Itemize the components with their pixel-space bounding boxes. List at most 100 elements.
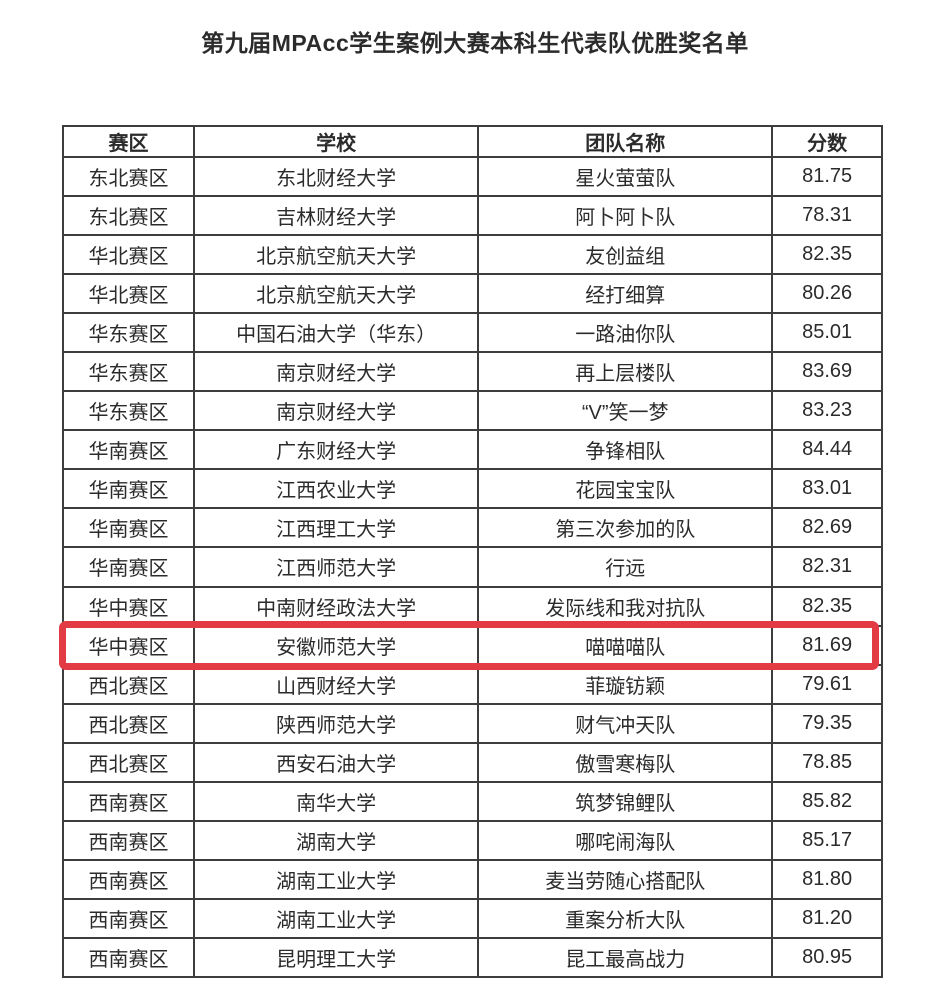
table-row: 华中赛区 中南财经政法大学 发际线和我对抗队 82.35 xyxy=(61,585,883,627)
team-cell: 财气冲天队 xyxy=(477,702,774,744)
region-cell: 华中赛区 xyxy=(61,585,196,627)
region-cell: 西南赛区 xyxy=(61,936,196,979)
region-cell: 华南赛区 xyxy=(61,546,196,588)
table-row: 华东赛区 中国石油大学（华东） 一路油你队 85.01 xyxy=(61,312,883,354)
team-cell: 重案分析大队 xyxy=(477,897,774,939)
school-cell: 江西农业大学 xyxy=(193,468,480,510)
score-cell: 82.31 xyxy=(771,546,883,588)
region-cell: 华南赛区 xyxy=(61,468,196,510)
score-cell: 85.01 xyxy=(771,312,883,354)
table-row: 西北赛区 西安石油大学 傲雪寒梅队 78.85 xyxy=(61,741,883,783)
team-cell: 昆工最高战力 xyxy=(477,936,774,979)
team-cell: 菲璇钫颖 xyxy=(477,663,774,705)
region-cell: 华东赛区 xyxy=(61,390,196,432)
school-cell: 广东财经大学 xyxy=(193,429,480,471)
score-cell: 81.20 xyxy=(771,897,883,939)
school-cell: 江西师范大学 xyxy=(193,546,480,588)
score-cell: 82.35 xyxy=(771,585,883,627)
table-row: 华北赛区 北京航空航天大学 经打细算 80.26 xyxy=(61,273,883,315)
team-cell: 花园宝宝队 xyxy=(477,468,774,510)
team-cell: 阿卜阿卜队 xyxy=(477,195,774,237)
table-row: 西南赛区 南华大学 筑梦锦鲤队 85.82 xyxy=(61,780,883,822)
team-cell: 一路油你队 xyxy=(477,312,774,354)
table-row: 华中赛区 安徽师范大学 喵喵喵队 81.69 xyxy=(61,624,883,666)
region-cell: 东北赛区 xyxy=(61,195,196,237)
table-row: 华南赛区 江西农业大学 花园宝宝队 83.01 xyxy=(61,468,883,510)
school-cell: 昆明理工大学 xyxy=(193,936,480,979)
region-cell: 西南赛区 xyxy=(61,819,196,861)
school-cell: 山西财经大学 xyxy=(193,663,480,705)
team-cell: 哪咤闹海队 xyxy=(477,819,774,861)
score-cell: 83.23 xyxy=(771,390,883,432)
school-cell: 吉林财经大学 xyxy=(193,195,480,237)
score-cell: 83.01 xyxy=(771,468,883,510)
team-cell: 再上层楼队 xyxy=(477,351,774,393)
table-row: 西南赛区 湖南大学 哪咤闹海队 85.17 xyxy=(61,819,883,861)
header-score: 分数 xyxy=(771,125,883,158)
score-cell: 80.95 xyxy=(771,936,883,979)
score-cell: 81.75 xyxy=(771,155,883,198)
score-cell: 82.35 xyxy=(771,234,883,276)
school-cell: 湖南工业大学 xyxy=(193,897,480,939)
region-cell: 西南赛区 xyxy=(61,897,196,939)
table-row: 华南赛区 广东财经大学 争锋相队 84.44 xyxy=(61,429,883,471)
page-title: 第九届MPAcc学生案例大赛本科生代表队优胜奖名单 xyxy=(201,30,749,56)
region-cell: 西南赛区 xyxy=(61,780,196,822)
region-cell: 华南赛区 xyxy=(61,429,196,471)
score-cell: 78.31 xyxy=(771,195,883,237)
team-cell: 争锋相队 xyxy=(477,429,774,471)
header-team: 团队名称 xyxy=(477,125,774,158)
table-wrap: 赛区 学校 团队名称 分数 东北赛区 东北财经大学 星火萤萤队 81.75 东北赛区 吉林… xyxy=(59,125,883,979)
table-row: 东北赛区 吉林财经大学 阿卜阿卜队 78.31 xyxy=(61,195,883,237)
school-cell: 湖南工业大学 xyxy=(193,858,480,900)
table-body: 东北赛区 东北财经大学 星火萤萤队 81.75 东北赛区 吉林财经大学 阿卜阿卜队 78.31… xyxy=(61,155,883,979)
score-cell: 85.82 xyxy=(771,780,883,822)
school-cell: 中南财经政法大学 xyxy=(193,585,480,627)
results-table: 赛区 学校 团队名称 分数 东北赛区 东北财经大学 星火萤萤队 81.75 东北赛区 吉林… xyxy=(61,125,883,979)
school-cell: 江西理工大学 xyxy=(193,507,480,549)
school-cell: 西安石油大学 xyxy=(193,741,480,783)
school-cell: 北京航空航天大学 xyxy=(193,273,480,315)
team-cell: 第三次参加的队 xyxy=(477,507,774,549)
region-cell: 华北赛区 xyxy=(61,234,196,276)
school-cell: 南华大学 xyxy=(193,780,480,822)
region-cell: 华南赛区 xyxy=(61,507,196,549)
team-cell: 筑梦锦鲤队 xyxy=(477,780,774,822)
region-cell: 华北赛区 xyxy=(61,273,196,315)
team-cell: 傲雪寒梅队 xyxy=(477,741,774,783)
school-cell: 北京航空航天大学 xyxy=(193,234,480,276)
score-cell: 83.69 xyxy=(771,351,883,393)
team-cell: 经打细算 xyxy=(477,273,774,315)
score-cell: 79.35 xyxy=(771,702,883,744)
region-cell: 东北赛区 xyxy=(61,155,196,198)
table-row: 西南赛区 昆明理工大学 昆工最高战力 80.95 xyxy=(61,936,883,979)
table-row: 华南赛区 江西理工大学 第三次参加的队 82.69 xyxy=(61,507,883,549)
table-row: 华东赛区 南京财经大学 “V”笑一梦 83.23 xyxy=(61,390,883,432)
header-school: 学校 xyxy=(193,125,480,158)
school-cell: 安徽师范大学 xyxy=(193,624,480,666)
region-cell: 西北赛区 xyxy=(61,663,196,705)
table-header: 赛区 学校 团队名称 分数 xyxy=(61,125,883,158)
team-cell: 行远 xyxy=(477,546,774,588)
table-row: 西南赛区 湖南工业大学 麦当劳随心搭配队 81.80 xyxy=(61,858,883,900)
table-row: 西北赛区 陕西师范大学 财气冲天队 79.35 xyxy=(61,702,883,744)
region-cell: 华东赛区 xyxy=(61,351,196,393)
score-cell: 85.17 xyxy=(771,819,883,861)
region-cell: 西南赛区 xyxy=(61,858,196,900)
table-row: 华北赛区 北京航空航天大学 友创益组 82.35 xyxy=(61,234,883,276)
region-cell: 华中赛区 xyxy=(61,624,196,666)
score-cell: 80.26 xyxy=(771,273,883,315)
team-cell: 麦当劳随心搭配队 xyxy=(477,858,774,900)
score-cell: 82.69 xyxy=(771,507,883,549)
school-cell: 南京财经大学 xyxy=(193,351,480,393)
score-cell: 81.80 xyxy=(771,858,883,900)
school-cell: 东北财经大学 xyxy=(193,155,480,198)
header-region: 赛区 xyxy=(61,125,196,158)
school-cell: 湖南大学 xyxy=(193,819,480,861)
table-row: 西北赛区 山西财经大学 菲璇钫颖 79.61 xyxy=(61,663,883,705)
table-row: 西南赛区 湖南工业大学 重案分析大队 81.20 xyxy=(61,897,883,939)
team-cell: 友创益组 xyxy=(477,234,774,276)
region-cell: 西北赛区 xyxy=(61,702,196,744)
table-row: 东北赛区 东北财经大学 星火萤萤队 81.75 xyxy=(61,155,883,198)
